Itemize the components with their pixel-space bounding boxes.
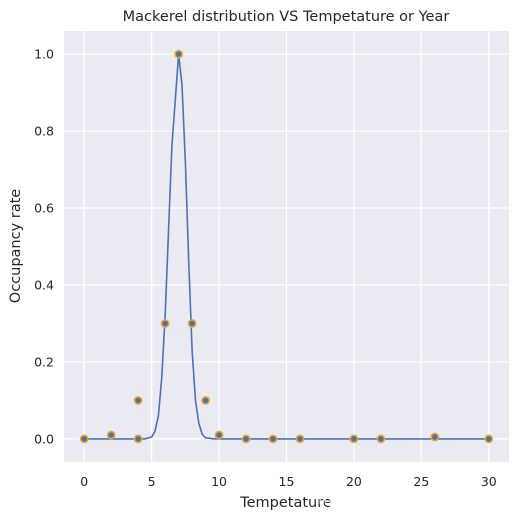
x-tick-label: 5 xyxy=(148,474,156,489)
x-axis-label: Tempetature xyxy=(239,495,332,511)
y-tick-label: 0.2 xyxy=(34,354,54,369)
data-point xyxy=(106,430,116,440)
data-point xyxy=(430,432,440,442)
data-point xyxy=(295,434,305,444)
line-series xyxy=(84,53,489,440)
y-axis-ticks: 0.0 0.2 0.4 0.6 0.8 1.0 xyxy=(34,47,54,447)
data-point xyxy=(187,319,197,328)
data-point xyxy=(484,434,494,444)
data-point xyxy=(376,434,386,444)
data-point xyxy=(133,396,143,405)
scatter-series xyxy=(79,49,494,444)
data-point xyxy=(79,434,89,444)
chart-title: Mackerel distribution VS Tempetature or … xyxy=(123,9,450,25)
y-tick-label: 1.0 xyxy=(34,47,54,62)
data-point xyxy=(241,434,251,444)
x-tick-label: 15 xyxy=(279,474,295,489)
data-point xyxy=(214,430,224,440)
y-tick-label: 0.8 xyxy=(34,124,54,139)
watermark: https://blog.csdn.net/PRINCE2327 xyxy=(310,494,519,509)
fitted-curve xyxy=(84,53,489,440)
y-tick-label: 0.0 xyxy=(34,431,54,446)
data-point xyxy=(268,434,278,444)
x-tick-label: 10 xyxy=(211,474,227,489)
x-tick-label: 30 xyxy=(481,474,497,489)
y-tick-label: 0.6 xyxy=(34,201,54,216)
data-point xyxy=(160,319,170,328)
data-point xyxy=(349,434,359,444)
x-tick-label: 25 xyxy=(413,474,429,489)
data-point xyxy=(201,396,210,405)
data-point xyxy=(133,434,143,444)
x-tick-label: 0 xyxy=(80,474,88,489)
y-tick-label: 0.4 xyxy=(34,277,54,292)
y-axis-label: Occupancy rate xyxy=(8,189,24,304)
data-point xyxy=(174,49,184,59)
x-axis-ticks: 0 5 10 15 20 25 30 xyxy=(80,474,497,489)
x-tick-label: 20 xyxy=(346,474,362,489)
